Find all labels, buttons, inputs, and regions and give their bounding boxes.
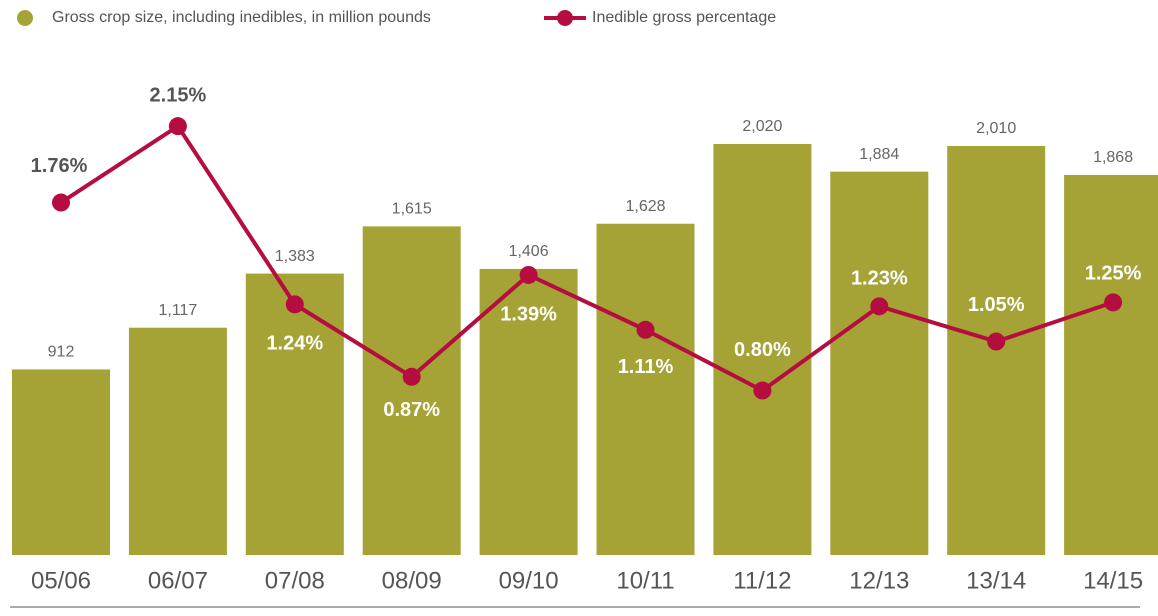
line-value-label: 1.11% [618,356,674,378]
line-value-label: 0.87% [383,399,440,421]
bar [128,327,227,555]
line-point [168,117,187,136]
line-value-label: 1.23% [851,268,908,290]
bar-value-label: 2,020 [742,118,782,135]
bar-value-label: 1,868 [1093,149,1133,166]
x-tick-label: 07/08 [265,567,325,594]
legend-label: Gross crop size, including inedibles, in… [52,9,431,26]
x-tick-label: 14/15 [1083,567,1143,594]
bar [1064,174,1158,556]
bar [12,369,110,555]
bar [245,273,344,555]
x-tick-label: 09/10 [499,567,559,594]
x-tick-label: 12/13 [849,567,909,594]
bar-value-label: 912 [48,344,75,361]
line-point [870,297,889,316]
legend-label: Inedible gross percentage [592,9,776,26]
bar-value-label: 1,884 [859,146,899,163]
bar-value-label: 1,628 [625,198,665,215]
line-value-label: 2.15% [150,84,207,106]
bar [830,171,929,555]
line-point [753,381,772,400]
line-point [636,320,655,339]
line-point [52,193,70,212]
bar-value-label: 2,010 [976,120,1016,137]
line-point [402,367,421,386]
line-point [519,265,538,284]
x-tick-label: 05/06 [31,567,91,594]
line-point [285,295,304,314]
bar [713,143,812,555]
line-point [987,332,1006,351]
x-tick-label: 08/09 [382,567,442,594]
x-tick-label: 10/11 [616,567,674,594]
line-point [1104,293,1123,312]
line-value-label: 1.76% [31,155,88,177]
legend-marker [557,10,573,26]
line-value-label: 1.25% [1085,263,1142,285]
line-value-label: 1.24% [266,333,323,355]
bar-value-label: 1,117 [158,302,197,319]
line [59,123,1114,393]
line-value-label: 1.39% [500,303,557,325]
bar-value-label: 1,406 [509,243,549,260]
bar [596,223,695,555]
bar-value-label: 1,615 [392,201,432,218]
x-tick-label: 06/07 [148,567,208,594]
line-value-label: 0.80% [734,339,791,361]
bar [479,268,578,555]
bar-value-label: 1,383 [275,248,315,265]
x-tick-label: 11/12 [733,567,791,594]
legend-marker [17,10,33,26]
bar [362,226,461,555]
line-value-label: 1.05% [968,294,1025,316]
x-tick-label: 13/14 [966,567,1026,594]
